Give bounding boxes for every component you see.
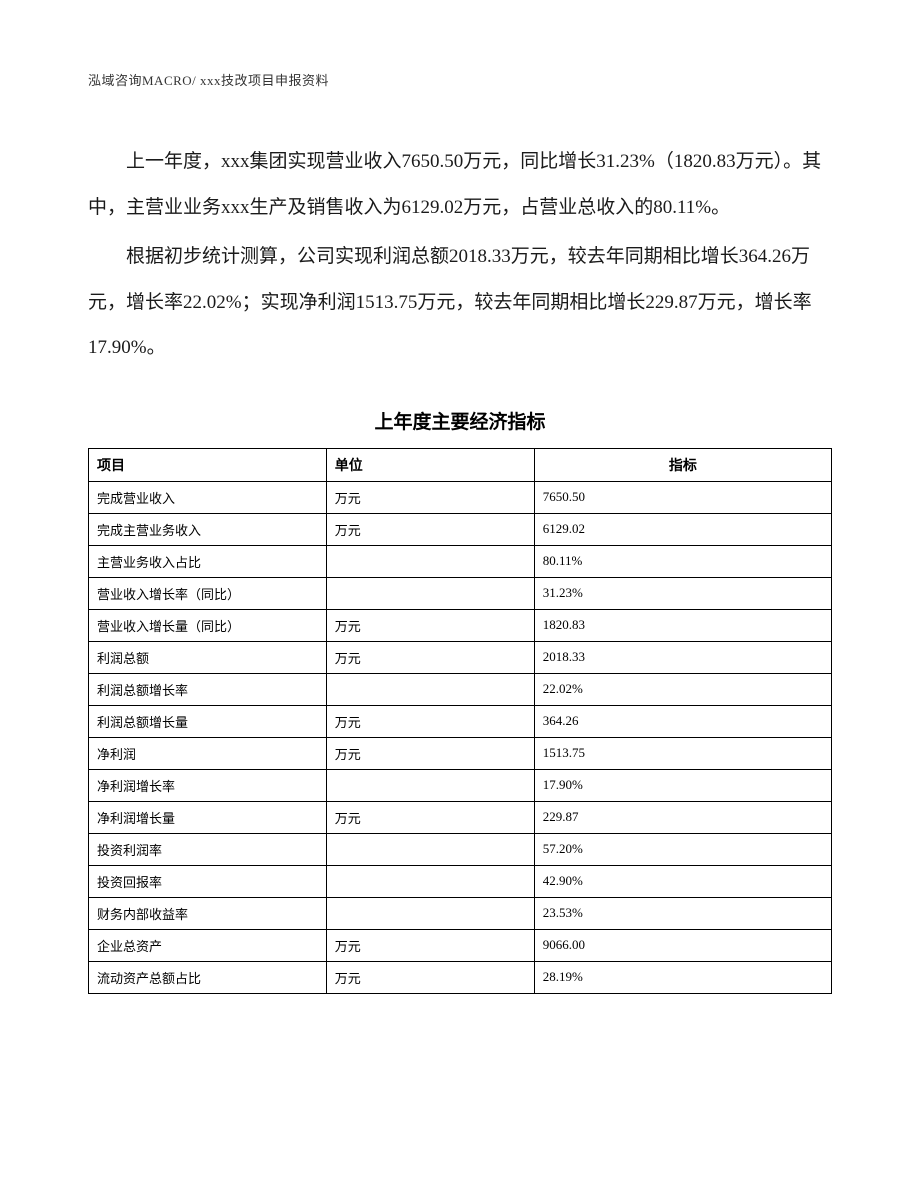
table-row: 净利润增长量 万元 229.87 <box>89 801 832 833</box>
cell-unit <box>326 769 534 801</box>
table-row: 利润总额 万元 2018.33 <box>89 641 832 673</box>
cell-value: 28.19% <box>534 961 831 993</box>
cell-unit: 万元 <box>326 513 534 545</box>
cell-unit: 万元 <box>326 705 534 737</box>
table-row: 主营业务收入占比 80.11% <box>89 545 832 577</box>
cell-item: 财务内部收益率 <box>89 897 327 929</box>
table-row: 投资回报率 42.90% <box>89 865 832 897</box>
cell-value: 1820.83 <box>534 609 831 641</box>
cell-value: 7650.50 <box>534 481 831 513</box>
cell-item: 流动资产总额占比 <box>89 961 327 993</box>
cell-unit <box>326 545 534 577</box>
cell-unit <box>326 897 534 929</box>
cell-unit: 万元 <box>326 929 534 961</box>
paragraph-2: 根据初步统计测算，公司实现利润总额2018.33万元，较去年同期相比增长364.… <box>88 234 832 371</box>
cell-value: 364.26 <box>534 705 831 737</box>
cell-value: 57.20% <box>534 833 831 865</box>
table-row: 完成营业收入 万元 7650.50 <box>89 481 832 513</box>
cell-item: 营业收入增长量（同比） <box>89 609 327 641</box>
cell-unit <box>326 577 534 609</box>
cell-unit: 万元 <box>326 961 534 993</box>
cell-unit <box>326 673 534 705</box>
table-row: 企业总资产 万元 9066.00 <box>89 929 832 961</box>
cell-item: 利润总额增长率 <box>89 673 327 705</box>
table-header-row: 项目 单位 指标 <box>89 448 832 481</box>
cell-unit <box>326 865 534 897</box>
cell-value: 6129.02 <box>534 513 831 545</box>
cell-item: 完成营业收入 <box>89 481 327 513</box>
cell-unit: 万元 <box>326 737 534 769</box>
table-row: 营业收入增长率（同比） 31.23% <box>89 577 832 609</box>
cell-item: 净利润增长率 <box>89 769 327 801</box>
cell-unit: 万元 <box>326 641 534 673</box>
col-header-item: 项目 <box>89 448 327 481</box>
cell-value: 17.90% <box>534 769 831 801</box>
cell-value: 22.02% <box>534 673 831 705</box>
cell-item: 企业总资产 <box>89 929 327 961</box>
table-row: 净利润增长率 17.90% <box>89 769 832 801</box>
col-header-value: 指标 <box>534 448 831 481</box>
table-row: 营业收入增长量（同比） 万元 1820.83 <box>89 609 832 641</box>
cell-value: 9066.00 <box>534 929 831 961</box>
cell-value: 23.53% <box>534 897 831 929</box>
cell-item: 投资回报率 <box>89 865 327 897</box>
cell-value: 31.23% <box>534 577 831 609</box>
cell-value: 2018.33 <box>534 641 831 673</box>
table-row: 净利润 万元 1513.75 <box>89 737 832 769</box>
table-row: 完成主营业务收入 万元 6129.02 <box>89 513 832 545</box>
table-row: 利润总额增长量 万元 364.26 <box>89 705 832 737</box>
economic-indicators-table: 项目 单位 指标 完成营业收入 万元 7650.50 完成主营业务收入 万元 6… <box>88 448 832 994</box>
table-row: 投资利润率 57.20% <box>89 833 832 865</box>
cell-item: 净利润 <box>89 737 327 769</box>
paragraph-1: 上一年度，xxx集团实现营业收入7650.50万元，同比增长31.23%（182… <box>88 139 832 230</box>
cell-item: 营业收入增长率（同比） <box>89 577 327 609</box>
cell-item: 投资利润率 <box>89 833 327 865</box>
cell-value: 80.11% <box>534 545 831 577</box>
cell-item: 主营业务收入占比 <box>89 545 327 577</box>
cell-unit: 万元 <box>326 609 534 641</box>
table-row: 财务内部收益率 23.53% <box>89 897 832 929</box>
cell-item: 净利润增长量 <box>89 801 327 833</box>
cell-value: 42.90% <box>534 865 831 897</box>
col-header-unit: 单位 <box>326 448 534 481</box>
cell-item: 利润总额增长量 <box>89 705 327 737</box>
cell-value: 1513.75 <box>534 737 831 769</box>
table-title: 上年度主要经济指标 <box>88 407 832 434</box>
table-row: 流动资产总额占比 万元 28.19% <box>89 961 832 993</box>
cell-unit <box>326 833 534 865</box>
cell-unit: 万元 <box>326 481 534 513</box>
cell-item: 完成主营业务收入 <box>89 513 327 545</box>
cell-item: 利润总额 <box>89 641 327 673</box>
cell-unit: 万元 <box>326 801 534 833</box>
document-header: 泓域咨询MACRO/ xxx技改项目申报资料 <box>88 70 832 89</box>
table-row: 利润总额增长率 22.02% <box>89 673 832 705</box>
cell-value: 229.87 <box>534 801 831 833</box>
